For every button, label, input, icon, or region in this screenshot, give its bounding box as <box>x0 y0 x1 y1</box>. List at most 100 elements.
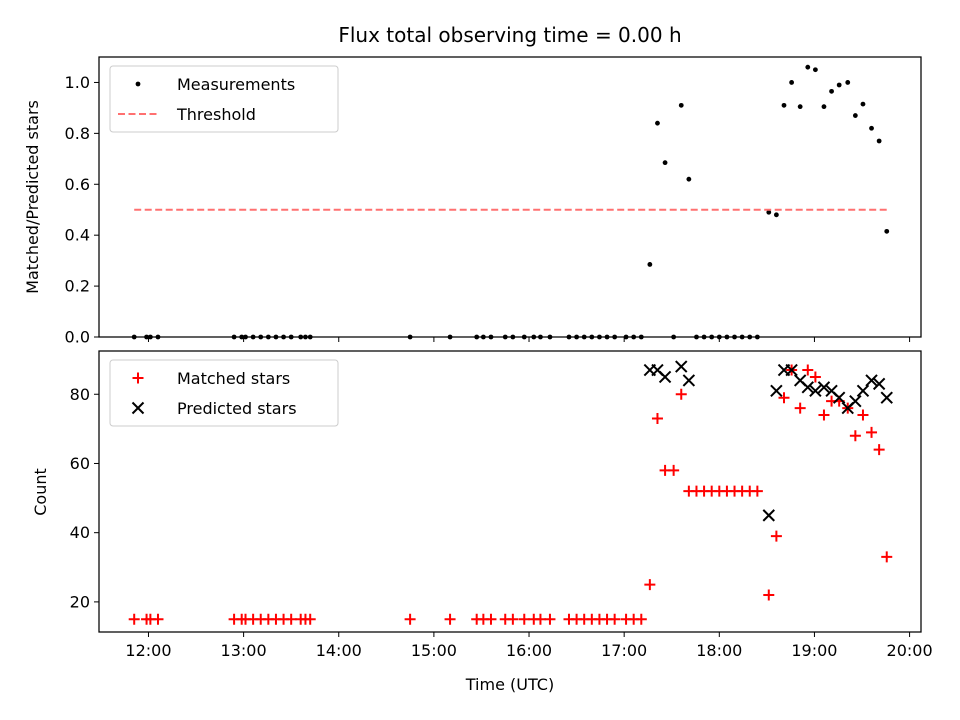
legend-label: Threshold <box>176 105 256 124</box>
measurement-point <box>510 334 516 340</box>
legend-measurement-swatch <box>135 81 141 87</box>
measurement-point <box>876 138 882 144</box>
matched-star-point <box>518 613 530 625</box>
matched-star-point <box>507 613 519 625</box>
measurement-point <box>797 104 803 110</box>
matched-star-point <box>857 409 869 421</box>
measurement-point <box>852 113 858 118</box>
x-axis-label: Time (UTC) <box>465 675 554 694</box>
measurement-point <box>781 102 787 108</box>
matched-star-point <box>809 371 821 383</box>
measurement-point <box>131 334 137 340</box>
legend-matched-swatch <box>132 372 144 384</box>
measurement-point <box>812 67 818 73</box>
predicted-star-point <box>770 384 783 398</box>
legend-box <box>109 65 339 133</box>
measurement-point <box>647 262 653 267</box>
measurement-point <box>474 334 480 340</box>
matched-star-point <box>770 530 782 542</box>
measurement-point <box>566 334 572 340</box>
measurement-point <box>860 101 866 107</box>
y-tick-label: 0.6 <box>65 175 90 194</box>
series-predicted-stars <box>643 360 893 522</box>
measurement-point <box>686 176 692 182</box>
measurement-point <box>303 334 308 340</box>
matched-star-point <box>866 426 878 438</box>
x-tick-label: 14:00 <box>316 641 362 660</box>
matched-star-point <box>751 485 763 497</box>
measurement-point <box>829 88 834 94</box>
measurement-point <box>147 334 153 340</box>
measurement-point <box>281 334 286 340</box>
y-tick-label: 0.0 <box>65 328 90 347</box>
matched-star-point <box>881 551 893 563</box>
predicted-star-point <box>872 377 886 391</box>
measurement-point <box>258 334 264 340</box>
x-tick-label: 19:00 <box>791 641 837 660</box>
measurement-point <box>773 212 779 218</box>
x-tick-label: 15:00 <box>411 641 457 660</box>
predicted-star-point <box>865 374 878 387</box>
measurement-point <box>597 334 602 340</box>
matched-star-point <box>778 392 790 404</box>
measurement-point <box>155 334 161 340</box>
matched-star-point <box>128 613 140 625</box>
measurement-point <box>701 334 707 340</box>
predicted-star-point <box>880 391 893 404</box>
chart-title: Flux total observing time = 0.00 h <box>338 23 681 47</box>
measurement-point <box>747 334 753 340</box>
top-y-axis-label: Matched/Predicted stars <box>23 100 42 294</box>
measurement-point <box>678 102 684 108</box>
measurement-point <box>589 334 595 340</box>
measurement-point <box>447 334 453 340</box>
measurement-point <box>502 334 508 340</box>
measurement-point <box>265 334 271 340</box>
y-tick-label: 80 <box>70 385 90 404</box>
predicted-star-point <box>801 381 814 394</box>
measurement-point <box>789 80 795 85</box>
y-tick-label: 60 <box>70 454 90 473</box>
top-axes: 0.0 0.2 0.4 0.6 0.8 1.0 Measurements Threshold <box>65 56 922 347</box>
measurement-point <box>538 334 543 340</box>
measurement-point <box>845 80 851 85</box>
legend-label: Matched stars <box>177 369 290 388</box>
measurement-point <box>273 334 279 340</box>
x-tick-label: 12:00 <box>125 641 171 660</box>
measurement-point <box>671 334 677 340</box>
matched-star-point <box>485 613 497 625</box>
measurement-point <box>288 334 294 340</box>
y-tick-label: 40 <box>70 523 90 542</box>
measurement-point <box>231 334 237 340</box>
y-tick-label: 1.0 <box>65 73 90 92</box>
measurement-point <box>604 334 610 340</box>
matched-star-point <box>304 613 316 625</box>
bottom-y-axis-label: Count <box>31 468 50 516</box>
measurement-point <box>766 209 772 215</box>
predicted-star-point <box>675 360 688 373</box>
matched-star-point <box>152 613 164 625</box>
measurement-point <box>612 334 618 340</box>
measurement-point <box>250 334 256 340</box>
measurement-point <box>144 334 149 340</box>
measurement-point <box>521 334 527 340</box>
predicted-star-point <box>658 370 672 384</box>
x-tick-label: 20:00 <box>887 641 933 660</box>
measurement-point <box>836 82 842 88</box>
matched-star-point <box>849 430 861 442</box>
predicted-star-point <box>682 374 696 387</box>
measurement-point <box>716 334 722 340</box>
y-tick-label: 0.4 <box>65 226 90 245</box>
measurement-point <box>754 334 760 340</box>
measurement-point <box>638 334 644 340</box>
measurement-point <box>884 228 890 234</box>
measurement-point <box>574 334 579 340</box>
bottom-axes: 20 40 60 80 12:00 13:00 14:00 15:00 16:00 17:00 18… <box>70 350 933 660</box>
measurement-point <box>631 334 637 340</box>
matched-star-point <box>675 388 687 400</box>
measurement-point <box>298 334 304 340</box>
legend-label: Measurements <box>177 75 295 94</box>
matched-star-point <box>444 613 456 625</box>
matched-star-point <box>763 589 775 601</box>
measurement-point <box>243 334 248 340</box>
